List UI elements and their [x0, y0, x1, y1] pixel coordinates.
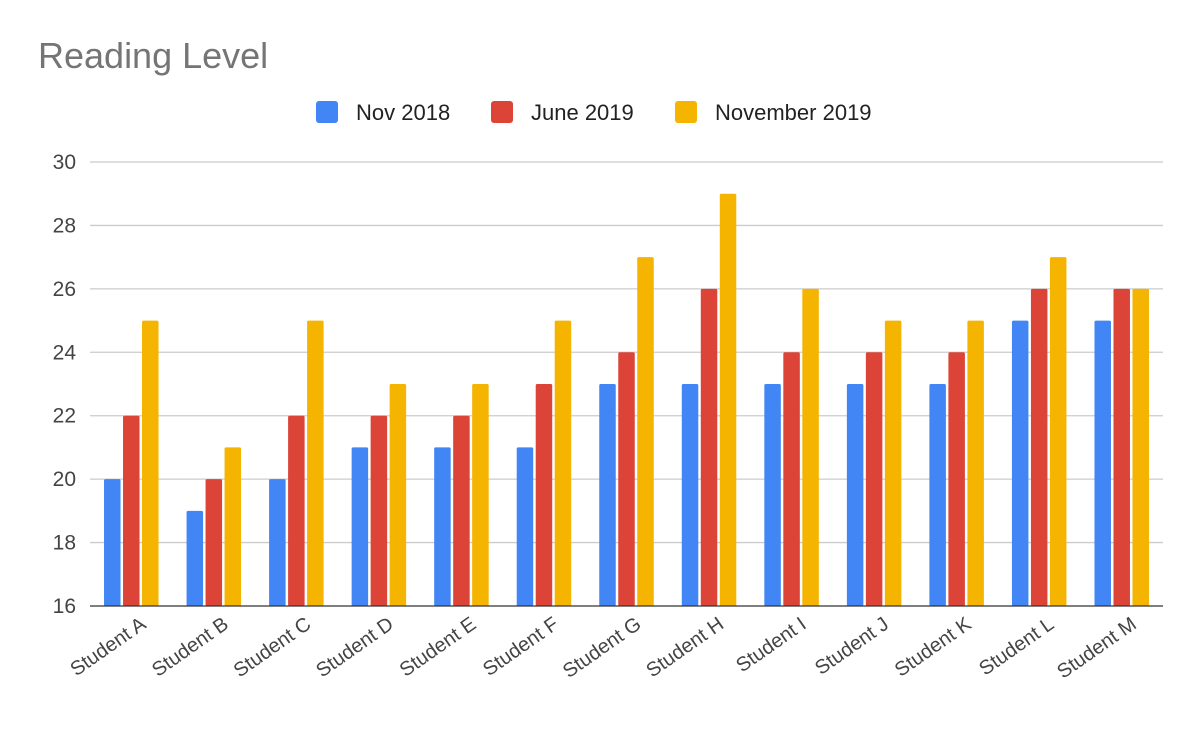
bar: [884, 320, 902, 606]
legend-label: June 2019: [531, 100, 634, 125]
legend-swatch: [316, 101, 338, 123]
bar: [700, 288, 718, 606]
bar: [288, 415, 305, 606]
y-tick-label: 24: [53, 341, 77, 364]
x-tick-label: Student M: [1053, 613, 1140, 683]
bar: [205, 479, 223, 606]
bar: [599, 384, 616, 606]
y-tick-label: 30: [53, 151, 76, 174]
bar: [142, 320, 159, 606]
bar: [1049, 257, 1067, 606]
y-tick-label: 28: [53, 214, 76, 237]
legend-label: Nov 2018: [356, 100, 450, 125]
bar: [865, 352, 883, 606]
bar: [719, 193, 737, 606]
bar: [846, 384, 864, 606]
bar: [618, 352, 635, 606]
x-tick-label: Student F: [479, 613, 563, 681]
chart-title: Reading Level: [38, 35, 268, 76]
x-tick-label: Student A: [66, 613, 150, 681]
bar: [1132, 288, 1149, 606]
bar: [681, 384, 699, 606]
bar: [224, 447, 242, 606]
bar: [1094, 320, 1111, 606]
x-tick-label: Student L: [975, 613, 1058, 680]
y-tick-label: 20: [53, 468, 76, 491]
bar: [516, 447, 534, 606]
bar: [389, 384, 407, 606]
bar: [186, 510, 204, 606]
legend-swatch: [675, 101, 697, 123]
x-tick-label: Student H: [642, 613, 727, 682]
bar: [948, 352, 965, 606]
bar: [554, 320, 572, 606]
x-tick-label: Student C: [230, 613, 315, 682]
y-tick-label: 26: [53, 278, 76, 301]
y-tick-label: 18: [53, 532, 76, 555]
bar: [351, 447, 369, 606]
bar: [434, 447, 451, 606]
y-tick-label: 16: [53, 595, 76, 618]
legend-item: Nov 2018: [316, 100, 450, 125]
y-tick-label: 22: [53, 405, 76, 428]
x-tick-label: Student E: [396, 613, 481, 681]
legend-item: November 2019: [675, 100, 872, 125]
bar: [783, 352, 800, 606]
bar: [370, 415, 388, 606]
x-tick-label: Student I: [732, 613, 810, 677]
bar: [802, 288, 819, 606]
bar: [269, 479, 286, 606]
bar: [104, 479, 121, 606]
bar: [929, 384, 946, 606]
x-tick-label: Student B: [148, 613, 233, 681]
legend-label: November 2019: [715, 100, 872, 125]
x-tick-label: Student J: [811, 613, 893, 679]
bar: [535, 384, 553, 606]
bar: [1030, 288, 1048, 606]
bar: [123, 415, 140, 606]
legend: Nov 2018 June 2019 November 2019: [316, 100, 872, 125]
x-tick-label: Student G: [559, 613, 645, 683]
legend-swatch: [491, 101, 513, 123]
bar: [1113, 288, 1130, 606]
bar: [637, 257, 654, 606]
bar: [472, 384, 489, 606]
bar: [764, 384, 781, 606]
legend-item: June 2019: [491, 100, 634, 125]
bar: [307, 320, 324, 606]
bar: [453, 415, 470, 606]
y-axis: 16 18 20 22 24 26 28 30: [53, 151, 77, 618]
x-tick-label: Student D: [312, 613, 397, 682]
x-tick-label: Student K: [891, 613, 976, 682]
bars: [104, 193, 1149, 606]
bar: [967, 320, 984, 606]
bar: [1011, 320, 1029, 606]
